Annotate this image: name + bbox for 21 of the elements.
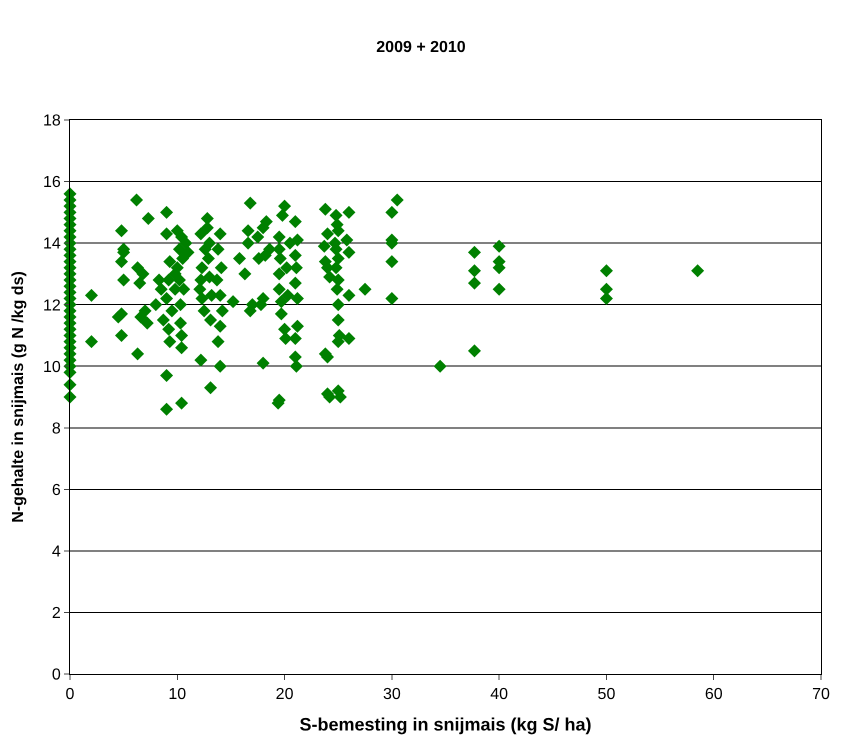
chart-title: 2009 + 2010: [376, 39, 466, 56]
x-tick-label: 20: [276, 686, 294, 704]
x-tick-label: 40: [490, 686, 508, 704]
y-tick-label: 10: [43, 358, 61, 376]
y-tick-label: 6: [52, 482, 61, 499]
y-tick-label: 12: [43, 297, 61, 314]
x-tick-label: 10: [168, 686, 186, 704]
x-tick-label: 50: [598, 686, 616, 704]
x-tick-label: 0: [66, 686, 75, 704]
x-tick-label: 30: [382, 686, 401, 704]
y-tick-label: 8: [52, 420, 61, 438]
x-tick-label: 70: [812, 686, 830, 704]
y-tick-label: 18: [43, 112, 61, 130]
x-tick-label: 60: [704, 686, 723, 704]
y-tick-label: 16: [43, 174, 61, 192]
y-tick-label: 14: [43, 236, 61, 253]
y-tick-label: 4: [52, 543, 61, 560]
y-tick-label: 0: [52, 666, 61, 684]
y-tick-label: 2: [52, 605, 61, 622]
y-axis-title: N-gehalte in snijmais (g N /kg ds): [10, 271, 27, 523]
x-axis-title: S-bemesting in snijmais (kg S/ ha): [299, 714, 592, 734]
